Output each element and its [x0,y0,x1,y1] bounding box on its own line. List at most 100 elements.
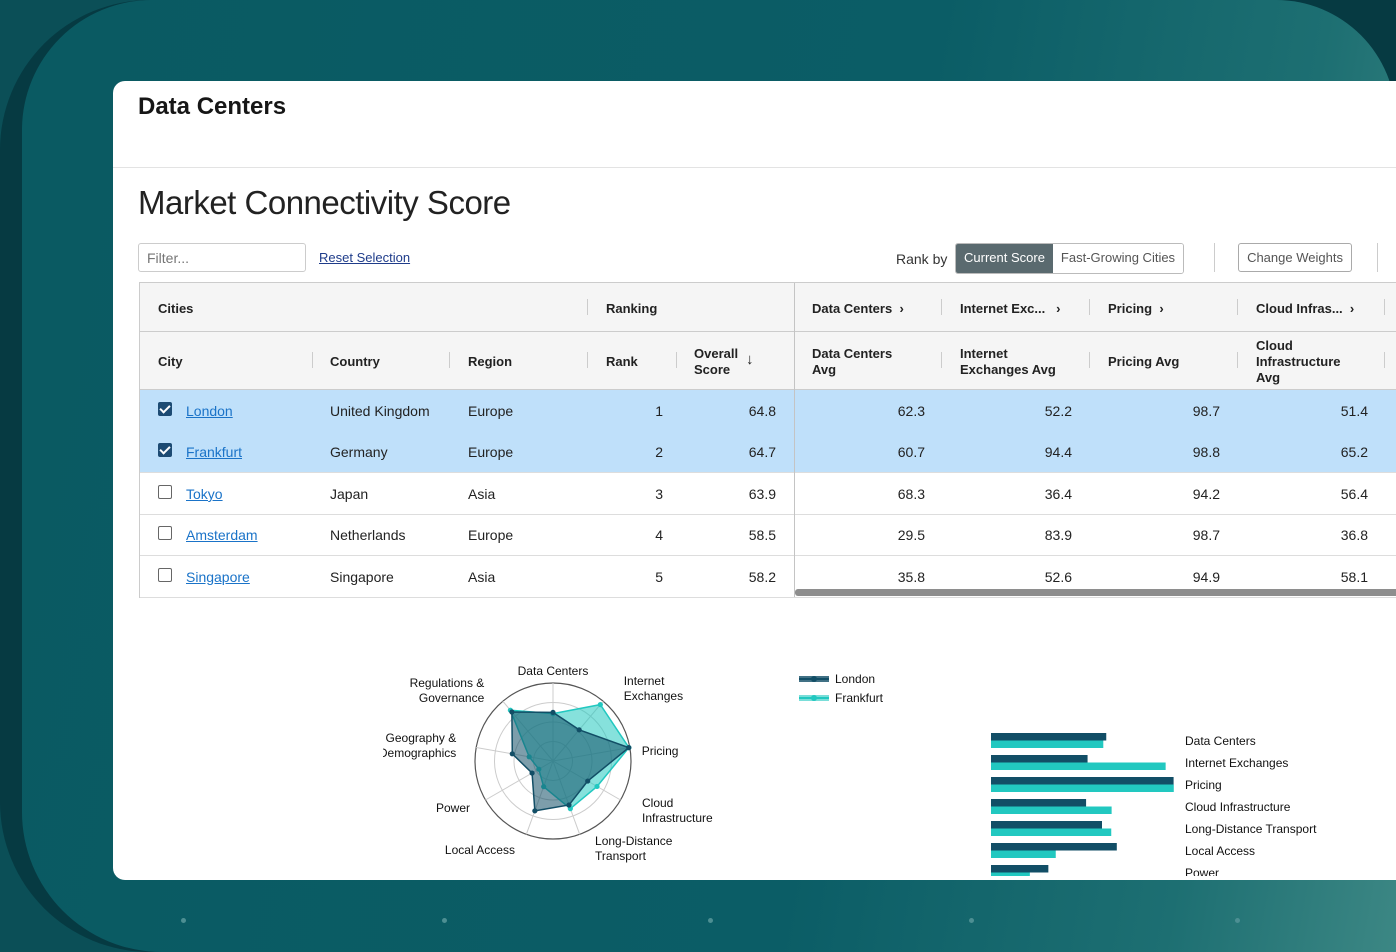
header-separator [676,352,677,368]
pricing-cell: 98.7 [1192,527,1220,544]
table-row[interactable]: Amsterdam Netherlands Europe 4 58.5 29.5 83.9 9… [140,514,1396,557]
radar-point [509,751,515,757]
table-row[interactable]: Singapore Singapore Asia 5 58.2 35.8 52.6 94.9 5… [140,556,1396,598]
bar-category-label: Cloud Infrastructure [1185,800,1291,814]
city-cell: Singapore [186,569,250,585]
radar-axis-label: Data Centers [518,664,589,678]
data-grid: Cities Ranking Data Centers › Internet E… [139,282,1396,598]
city-link[interactable]: Amsterdam [186,527,258,544]
country-cell: Netherlands [330,527,406,544]
row-checkbox[interactable] [158,484,172,499]
bar-london [991,777,1174,785]
group-cities[interactable]: Cities [158,301,194,316]
group-cloud-infrastructure[interactable]: Cloud Infras... › [1256,301,1354,316]
rank-fast-growing-button[interactable]: Fast-Growing Cities [1052,244,1184,273]
column-header-row: City Country Region Rank Overall Score ↓… [140,332,1396,390]
rank-cell: 3 [655,485,663,502]
toolbar-divider [1377,243,1378,272]
ix-cell: 52.6 [1044,568,1072,585]
col-overall-score[interactable]: Overall Score [694,346,739,377]
change-weights-button[interactable]: Change Weights [1238,243,1352,272]
horizontal-scrollbar[interactable] [795,589,1396,596]
page-title: Market Connectivity Score [138,184,511,221]
radar-point [626,745,632,751]
rank-cell: 1 [655,403,663,419]
col-region[interactable]: Region [468,354,513,369]
col-data-centers-avg[interactable]: Data Centers Avg [812,346,893,377]
bar-category-label: Local Access [1185,844,1255,858]
filter-input[interactable] [138,243,306,272]
radar-axis-label-line: Internet [624,674,665,688]
bar-frankfurt [991,828,1112,836]
column-group-header: Cities Ranking Data Centers › Internet E… [140,283,1396,332]
group-data-centers[interactable]: Data Centers › [812,301,904,316]
header-separator [1384,299,1385,315]
bar-frankfurt [991,740,1104,748]
bar-frankfurt [991,762,1166,770]
city-link[interactable]: Tokyo [186,485,223,502]
table-row[interactable]: London United Kingdom Europe 1 64.8 62.3 52.2 9… [140,390,1396,432]
legend-item-london[interactable]: London [799,671,883,690]
cloud-cell: 36.8 [1340,527,1368,544]
table-row[interactable]: Frankfurt Germany Europe 2 64.7 60.7 94.4 98.8 6… [140,431,1396,474]
radar-series-london [511,711,631,812]
group-ranking[interactable]: Ranking [606,301,658,316]
col-country[interactable]: Country [330,354,380,369]
bar-london [991,733,1107,741]
col-pricing-avg[interactable]: Pricing Avg [1108,354,1180,369]
bar-category-label: Data Centers [1185,734,1256,748]
city-link[interactable]: Singapore [186,568,250,585]
ix-cell: 52.2 [1044,403,1072,419]
bar-category-label: Power [1185,866,1219,876]
app-window: Data Centers Market Connectivity Score R… [113,81,1396,880]
radar-axis-label-line: Demographics [383,746,456,760]
radar-axis-label-line: Geography & [386,731,457,745]
rank-current-score-button[interactable]: Current Score [956,244,1053,273]
legend-item-frankfurt[interactable]: Frankfurt [799,690,883,709]
group-internet-exchanges[interactable]: Internet Exc... › [960,301,1060,316]
cloud-cell: 51.4 [1340,403,1368,419]
bar-london [991,865,1049,873]
row-checkbox[interactable] [158,443,172,458]
city-link[interactable]: London [186,403,233,419]
radar-point [594,783,600,790]
dc-cell: 62.3 [897,403,925,419]
row-checkbox[interactable] [158,402,172,416]
bar-category-label: Internet Exchanges [1185,756,1288,770]
score-cell: 63.9 [748,485,776,502]
score-cell: 58.2 [748,568,776,585]
bar-london [991,799,1087,807]
dc-cell: 68.3 [897,485,925,502]
col-internet-exchanges-avg[interactable]: Internet Exchanges Avg [960,346,1056,377]
city-link[interactable]: Frankfurt [186,444,243,461]
table-row[interactable]: Tokyo Japan Asia 3 63.9 68.3 36.4 94.2 56.4 [140,473,1396,515]
pricing-cell: 94.2 [1192,485,1220,502]
chevron-right-icon[interactable]: › [1346,301,1355,316]
chevron-right-icon[interactable]: › [895,301,904,316]
dc-cell: 60.7 [897,444,925,461]
legend-label: Frankfurt [835,691,884,705]
row-checkbox[interactable] [158,567,172,582]
chevron-right-icon[interactable]: › [1048,301,1061,316]
radar-axis-label-line: Data Centers [518,664,589,678]
group-label: Internet Exc... [960,301,1046,316]
col-rank[interactable]: Rank [606,354,638,369]
dot [708,918,713,923]
header-separator [1384,352,1385,368]
rank-cell: 4 [655,527,663,544]
row-checkbox[interactable] [158,526,172,541]
legend-swatch-london [799,676,829,682]
sort-descending-icon[interactable]: ↓ [746,351,754,368]
col-city[interactable]: City [158,354,183,369]
region-cell: Europe [468,527,514,544]
group-pricing[interactable]: Pricing › [1108,301,1164,316]
header-separator [449,352,450,368]
col-cloud-infrastructure-avg[interactable]: Cloud Infrastructure Avg [1256,338,1341,385]
city-cell: Amsterdam [186,527,258,543]
radar-axis-label: Geography & Demographics [383,731,456,760]
reset-selection-link[interactable]: Reset Selection [319,250,411,265]
group-label: Pricing [1108,301,1153,316]
cloud-cell: 65.2 [1340,444,1368,461]
chevron-right-icon[interactable]: › [1155,301,1164,316]
header-separator [1089,299,1090,315]
